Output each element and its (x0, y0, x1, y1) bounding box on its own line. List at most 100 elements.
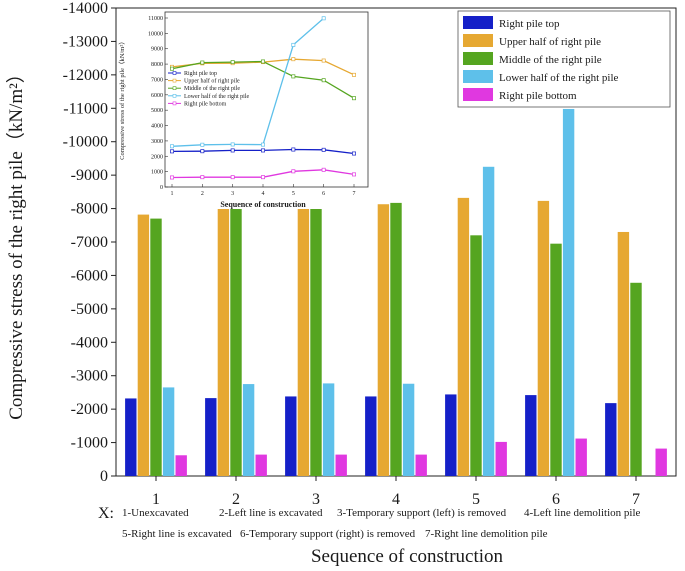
bar (655, 448, 667, 476)
inset-legend-marker (172, 86, 177, 90)
inset-y-tick-label: 2000 (151, 154, 163, 160)
bar (217, 206, 230, 476)
inset-point (321, 58, 326, 63)
inset-y-tick-label: 5000 (151, 108, 163, 114)
inset-x-tick-label: 2 (201, 191, 204, 197)
y-axis-label: Compressive stress of the right pile（kN/… (5, 64, 27, 420)
bar (550, 243, 562, 476)
inset-point (261, 148, 265, 153)
x-tick-label: 1 (152, 491, 160, 508)
inset-legend-label: Lower half of the right pile (184, 93, 249, 100)
bar (322, 383, 335, 476)
inset-point (261, 142, 265, 147)
bar (605, 403, 617, 476)
bar (575, 438, 587, 476)
y-tick-label: -6000 (71, 267, 108, 284)
bar (242, 384, 255, 476)
inset-legend-label: Right pile bottom (184, 101, 227, 107)
step-note-item: 5-Right line is excavated (122, 528, 232, 540)
inset-chart: 0 1000 2000 3000 4000 5000 6000 7000 8000 9000 100… (117, 9, 374, 209)
y-tick-label: -5000 (71, 301, 108, 318)
y-tick-label: -9000 (71, 167, 108, 184)
legend-label: Middle of the right pile (499, 54, 602, 66)
inset-background (117, 9, 374, 209)
inset-y-tick-label: 11000 (148, 16, 163, 22)
inset-point (230, 148, 235, 153)
x-tick-label: 3 (312, 491, 320, 508)
inset-legend-marker (172, 101, 177, 106)
bar (402, 383, 415, 476)
bar (630, 282, 642, 476)
inset-point (261, 59, 265, 64)
legend-swatch (463, 88, 493, 101)
inset-point (230, 142, 235, 147)
bar (617, 231, 630, 476)
legend-label: Right pile bottom (499, 90, 577, 102)
inset-x-tick-label: 7 (353, 191, 356, 197)
legend-swatch (463, 52, 493, 65)
x-tick-label: 4 (392, 491, 400, 508)
bar (457, 197, 470, 477)
bar (335, 454, 347, 476)
bar (415, 454, 427, 476)
x-tick-label: 2 (232, 491, 240, 508)
inset-point (200, 60, 205, 65)
inset-point (200, 142, 205, 147)
inset-y-tick-label: 0 (160, 185, 163, 191)
inset-point (352, 72, 356, 77)
inset-point (352, 151, 356, 156)
inset-y-axis-ticks: 0 1000 2000 3000 4000 5000 6000 7000 8000 9000 100… (148, 16, 168, 191)
y-tick-label: -11000 (63, 100, 108, 117)
bar (365, 396, 377, 476)
bar (175, 455, 187, 476)
legend-swatch (463, 34, 493, 47)
step-note-prefix: X: (98, 505, 114, 522)
inset-point (200, 175, 205, 180)
inset-point (170, 66, 174, 71)
legend-frame (457, 10, 671, 108)
inset-legend-marker (172, 71, 177, 75)
step-note-item: 2-Left line is excavated (219, 507, 323, 519)
inset-x-axis-label: Sequence of construction (220, 200, 306, 209)
inset-y-axis-label: Compressive stress of the right pile（kN/… (118, 38, 126, 160)
inset-point (291, 42, 296, 47)
y-tick-label: -12000 (63, 67, 108, 84)
x-axis-label: Sequence of construction (311, 546, 504, 567)
inset-legend-label: Right pile top (184, 71, 217, 77)
bar (377, 204, 390, 476)
legend-swatch (463, 70, 493, 83)
inset-series-line (171, 17, 325, 147)
inset-y-tick-label: 1000 (151, 170, 163, 176)
inset-x-tick-label: 1 (171, 191, 174, 197)
inset-legend-label: Upper half of right pile (184, 78, 240, 85)
x-tick-label: 7 (632, 491, 640, 508)
inset-legend-marker (172, 94, 177, 98)
step-note: X: 1-Unexcavated 2-Left line is excavate… (98, 505, 641, 540)
inset-x-tick-label: 4 (262, 191, 265, 197)
x-tick-label: 5 (472, 491, 480, 508)
step-note-item: 4-Left line demolition pile (524, 507, 641, 519)
inset-point (321, 167, 326, 172)
bar (562, 108, 575, 476)
step-note-item: 6-Temporary support (right) is removed (240, 528, 416, 540)
inset-plot-frame (164, 11, 369, 188)
main-plot: -14000-13000-12000-11000-10000-9000-8000… (63, 0, 677, 508)
inset-point (261, 175, 265, 180)
bar (205, 398, 217, 476)
bar (495, 441, 507, 476)
legend: Right pile top Upper half of right pile Mi… (457, 10, 671, 108)
x-axis-ticks: 1 2 3 4 5 6 7 (152, 476, 640, 508)
legend-swatch (463, 16, 493, 29)
inset-point (170, 144, 174, 149)
inset-point (230, 175, 235, 180)
bar (470, 235, 482, 476)
bar (125, 398, 137, 476)
bar (445, 394, 457, 476)
inset-point (352, 172, 356, 177)
legend-label: Right pile top (499, 18, 560, 30)
inset-point (291, 57, 296, 62)
step-note-item: 3-Temporary support (left) is removed (337, 507, 507, 519)
y-tick-label: -1000 (71, 435, 108, 452)
